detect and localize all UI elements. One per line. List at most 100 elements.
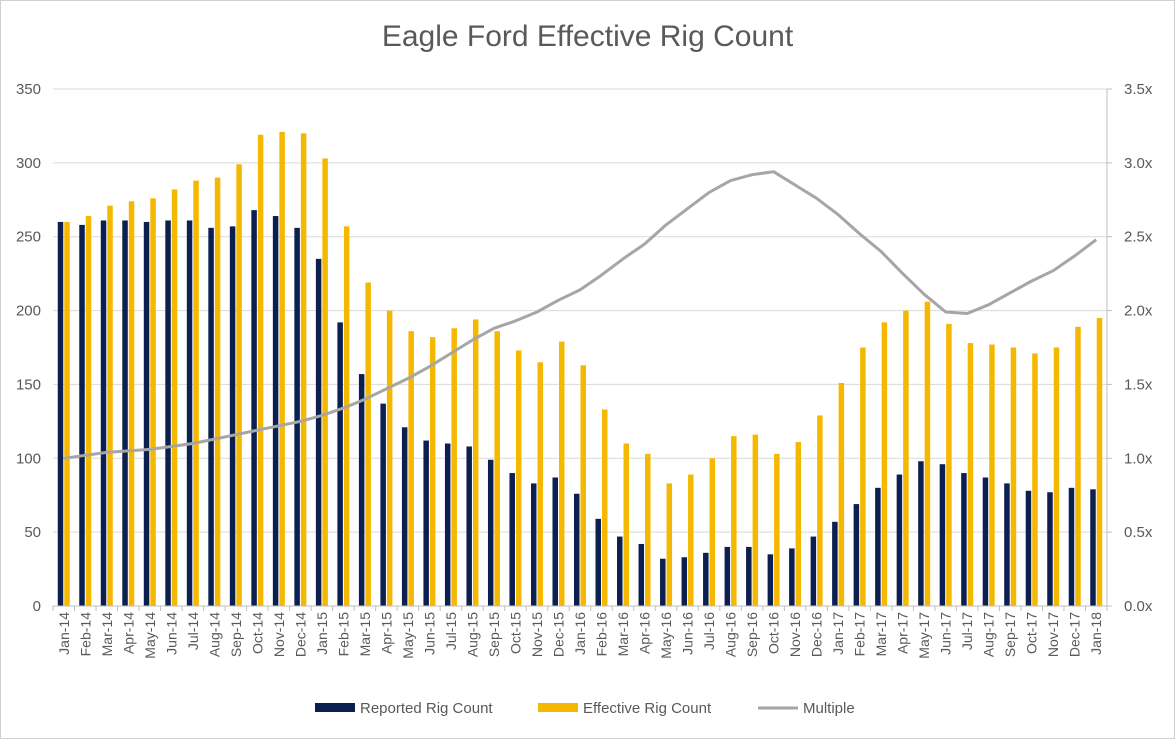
line-group	[63, 170, 1098, 460]
bar-effective	[300, 133, 307, 607]
x-tick-label: Nov-17	[1045, 612, 1061, 657]
bar-reported	[251, 210, 257, 606]
x-tick-label: Sep-16	[744, 612, 760, 657]
x-tick-label: Jul-14	[185, 612, 201, 650]
x-tick-label: Jun-16	[680, 612, 696, 655]
bar-effective	[408, 331, 414, 606]
x-tick-label: Nov-16	[787, 612, 803, 657]
y-left-tick-label: 250	[16, 229, 41, 246]
bar-effective	[838, 382, 845, 606]
bar-reported	[294, 227, 300, 606]
legend: Reported Rig Count Effective Rig Count Mul…	[315, 700, 855, 717]
legend-label-multiple: Multiple	[803, 700, 855, 717]
y-right-tick-label: 2.0x	[1124, 303, 1153, 320]
bar-effective	[924, 301, 931, 606]
x-tick-label: Oct-15	[507, 612, 523, 654]
bar-reported	[186, 220, 193, 607]
bar-effective	[1053, 347, 1060, 606]
bar-reported	[122, 220, 128, 607]
bar-effective	[386, 310, 393, 606]
x-ticks: Jan-14 Feb-14 Mar-14 Apr-14 May-14 Jun-14 Jul-…	[56, 612, 1104, 659]
x-tick-label: Jul-15	[443, 612, 459, 650]
grid-lines	[53, 88, 1107, 533]
y-left-tick-label: 100	[16, 450, 41, 467]
x-tick-label: Mar-14	[99, 612, 115, 657]
bar-reported	[143, 221, 150, 606]
bar-reported	[810, 536, 817, 606]
x-tick-label: Jan-15	[314, 612, 330, 655]
y-right-tick-label: 0.5x	[1124, 524, 1153, 541]
x-tick-label: Apr-16	[637, 612, 653, 654]
x-tick-label: Nov-15	[529, 612, 545, 657]
x-tick-label: Mar-15	[357, 612, 373, 657]
bar-effective	[752, 434, 759, 606]
bar-reported	[165, 220, 171, 607]
bar-effective	[214, 177, 221, 606]
bar-effective	[666, 483, 673, 606]
bar-effective	[322, 158, 328, 606]
bar-effective	[429, 337, 436, 606]
bar-reported	[681, 557, 688, 606]
x-tick-label: Apr-17	[895, 612, 911, 654]
bar-effective	[472, 319, 479, 606]
legend-swatch-reported	[315, 703, 355, 712]
x-tick-label: Jun-15	[421, 612, 437, 655]
bar-reported	[100, 220, 107, 607]
x-tick-label: Jan-14	[56, 612, 72, 655]
y-left-tick-label: 350	[16, 81, 41, 98]
x-tick-label: Jul-17	[959, 612, 975, 650]
bar-reported	[961, 473, 967, 606]
bar-effective	[645, 453, 651, 606]
bar-effective	[515, 350, 522, 606]
x-tick-label: Apr-15	[378, 612, 394, 654]
bar-reported	[767, 554, 774, 606]
x-tick-label: Jan-18	[1088, 612, 1104, 655]
bar-effective	[1032, 353, 1038, 606]
bar-effective	[193, 180, 199, 606]
x-tick-label: Sep-14	[228, 612, 244, 657]
x-tick-label: Feb-17	[852, 612, 868, 657]
x-tick-label: Jan-16	[572, 612, 588, 655]
bar-effective	[64, 221, 70, 606]
bar-reported	[315, 258, 322, 606]
bar-effective	[881, 322, 888, 606]
bar-effective	[343, 226, 350, 607]
y-left-tick-label: 0	[33, 598, 41, 615]
bar-effective	[171, 189, 178, 606]
bar-effective	[451, 328, 457, 606]
bar-effective	[1075, 326, 1081, 606]
x-tick-label: Oct-16	[766, 612, 782, 654]
bar-reported	[444, 443, 451, 606]
bar-reported	[272, 216, 279, 606]
bar-reported	[509, 473, 515, 606]
bar-reported	[638, 543, 645, 606]
bar-effective	[128, 201, 135, 606]
x-tick-label: May-16	[658, 612, 674, 659]
y-right-ticks: 0.0x 0.5x 1.0x 1.5x 2.0x 2.5x 3.0x 3.5x	[1124, 81, 1153, 615]
x-tick-label: Aug-14	[206, 612, 222, 657]
bar-effective	[688, 474, 694, 606]
x-tick-label: Feb-16	[594, 612, 610, 657]
bar-effective	[967, 343, 974, 606]
bar-reported	[595, 518, 602, 606]
bar-effective	[236, 164, 242, 606]
x-tick-label: Dec-15	[550, 612, 566, 657]
x-tick-label: May-17	[916, 612, 932, 659]
bar-reported	[832, 521, 838, 606]
bar-reported	[982, 477, 989, 606]
x-tick-label: Nov-14	[271, 612, 287, 657]
bar-effective	[989, 344, 995, 606]
bar-reported	[703, 552, 709, 606]
bar-effective	[257, 134, 264, 606]
bar-reported	[337, 322, 343, 606]
x-tick-label: Oct-14	[249, 612, 265, 654]
bar-reported	[229, 226, 236, 607]
bar-effective	[494, 331, 500, 606]
bar-reported	[724, 546, 731, 606]
bar-effective	[580, 365, 586, 606]
bar-effective	[795, 442, 802, 606]
bar-reported	[617, 536, 623, 606]
legend-label-reported: Reported Rig Count	[360, 700, 493, 717]
bar-reported	[487, 459, 494, 606]
